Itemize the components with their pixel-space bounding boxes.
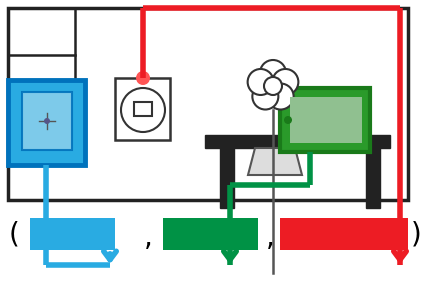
Circle shape: [264, 77, 282, 95]
Text: (: (: [8, 220, 20, 248]
Text: ,: ,: [265, 224, 274, 252]
Text: ,: ,: [144, 224, 153, 252]
Bar: [22, 92, 72, 150]
Bar: [280, 88, 370, 152]
Circle shape: [44, 118, 50, 124]
Circle shape: [260, 60, 286, 86]
Text: ): ): [410, 220, 421, 248]
Bar: [220, 148, 234, 208]
Bar: [366, 148, 380, 208]
Circle shape: [272, 69, 298, 95]
Bar: [115, 78, 170, 140]
Circle shape: [248, 69, 273, 95]
Bar: [134, 102, 152, 116]
Circle shape: [121, 88, 165, 132]
Bar: [8, 8, 408, 200]
Bar: [8, 80, 85, 165]
Bar: [205, 135, 390, 148]
Circle shape: [284, 116, 292, 124]
Bar: [163, 218, 258, 250]
Circle shape: [252, 83, 279, 110]
Circle shape: [136, 71, 150, 85]
Circle shape: [268, 83, 294, 110]
Polygon shape: [248, 148, 302, 175]
Bar: [290, 97, 362, 143]
Bar: [30, 218, 115, 250]
Bar: [280, 218, 408, 250]
